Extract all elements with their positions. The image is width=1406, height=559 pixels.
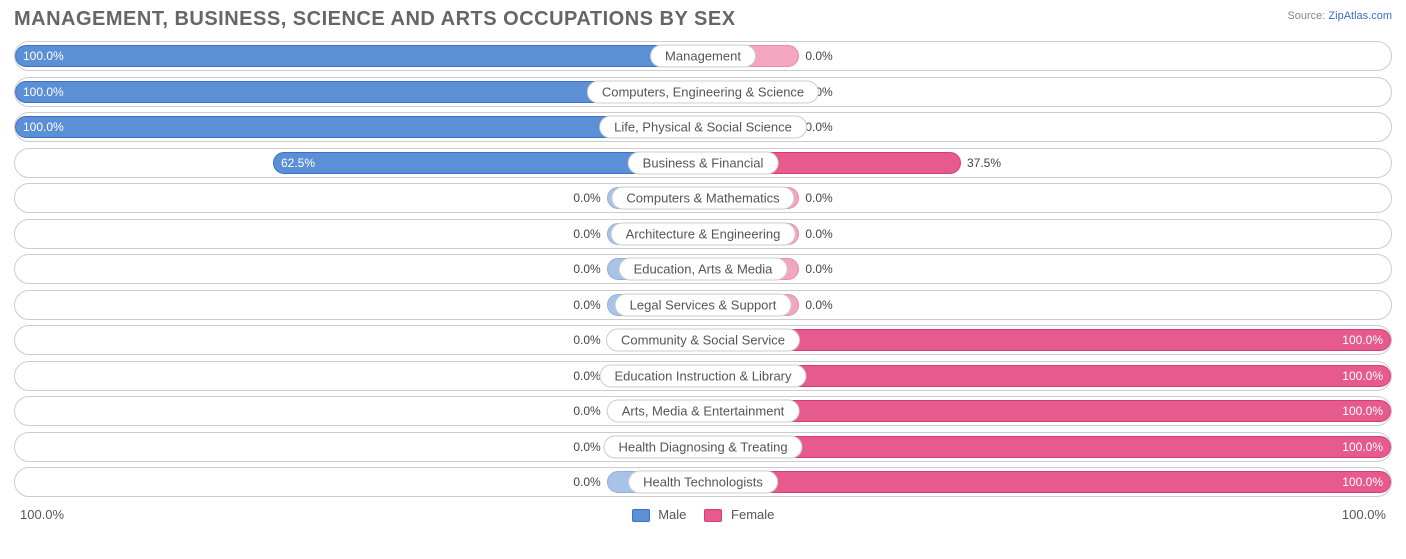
axis-right-label: 100.0% [1342,507,1386,522]
diverging-bar-chart: 100.0%0.0%Management100.0%0.0%Computers,… [14,41,1392,497]
male-value: 0.0% [573,262,600,276]
chart-row: 0.0% 100.0% Community & Social Service [14,325,1392,355]
female-value: 100.0% [1342,475,1383,489]
female-bar [703,400,1391,422]
legend-male-label: Male [658,507,686,522]
chart-row: 0.0% 100.0% Health Diagnosing & Treating [14,432,1392,462]
chart-legend: Male Female [632,507,775,522]
chart-row: 100.0%0.0%Computers, Engineering & Scien… [14,77,1392,107]
category-label: Legal Services & Support [615,293,792,316]
male-value: 0.0% [573,298,600,312]
male-value: 0.0% [573,369,600,383]
legend-female-label: Female [731,507,774,522]
female-bar [703,471,1391,493]
chart-row: 0.0% 100.0% Arts, Media & Entertainment [14,396,1392,426]
chart-axis: 100.0% Male Female 100.0% [14,503,1392,522]
chart-row: 0.0% 0.0% Computers & Mathematics [14,183,1392,213]
male-value: 0.0% [573,333,600,347]
chart-row: 100.0% 0.0%Life, Physical & Social Scienc… [14,112,1392,142]
category-label: Computers, Engineering & Science [587,80,819,103]
chart-row: 0.0% 0.0% Architecture & Engineering [14,219,1392,249]
male-value: 0.0% [573,404,600,418]
legend-male-swatch [632,509,650,522]
female-value: 37.5% [967,156,1001,170]
chart-header: MANAGEMENT, BUSINESS, SCIENCE AND ARTS O… [14,8,1392,31]
category-label: Management [650,45,756,68]
female-value: 0.0% [805,49,832,63]
male-value: 100.0% [15,49,64,63]
female-value: 0.0% [805,227,832,241]
male-value: 0.0% [573,440,600,454]
category-label: Community & Social Service [606,329,800,352]
source-label: Source: [1287,10,1325,22]
female-value: 100.0% [1342,369,1383,383]
male-value: 62.5% [273,156,315,170]
female-value: 0.0% [805,120,832,134]
legend-male: Male [632,507,687,522]
legend-female-swatch [704,509,722,522]
female-value: 0.0% [805,191,832,205]
category-label: Health Technologists [628,471,778,494]
female-value: 0.0% [805,298,832,312]
category-label: Health Diagnosing & Treating [603,435,802,458]
male-value: 0.0% [573,227,600,241]
category-label: Education Instruction & Library [599,364,806,387]
chart-row: 0.0% 0.0% Legal Services & Support [14,290,1392,320]
category-label: Business & Financial [628,151,779,174]
category-label: Education, Arts & Media [619,258,788,281]
female-bar [703,329,1391,351]
category-label: Computers & Mathematics [611,187,794,210]
male-value: 100.0% [15,85,64,99]
female-value: 0.0% [805,262,832,276]
female-value: 100.0% [1342,333,1383,347]
male-value: 0.0% [573,191,600,205]
male-bar [15,45,703,67]
axis-left-label: 100.0% [20,507,64,522]
chart-title: MANAGEMENT, BUSINESS, SCIENCE AND ARTS O… [14,8,736,31]
category-label: Arts, Media & Entertainment [607,400,800,423]
female-bar [703,436,1391,458]
category-label: Architecture & Engineering [611,222,796,245]
chart-row: 0.0% 0.0% Education, Arts & Media [14,254,1392,284]
male-value: 0.0% [573,475,600,489]
female-value: 100.0% [1342,404,1383,418]
chart-row: 62.5% 37.5% Business & Financial [14,148,1392,178]
chart-row: 0.0% 100.0% Health Technologists [14,467,1392,497]
female-value: 100.0% [1342,440,1383,454]
male-value: 100.0% [15,120,64,134]
source-attribution: Source: ZipAtlas.com [1287,8,1392,22]
chart-row: 0.0% 100.0% Education Instruction & Librar… [14,361,1392,391]
category-label: Life, Physical & Social Science [599,116,807,139]
chart-row: 100.0% 0.0% Management [14,41,1392,71]
source-name: ZipAtlas.com [1328,10,1392,22]
legend-female: Female [704,507,774,522]
